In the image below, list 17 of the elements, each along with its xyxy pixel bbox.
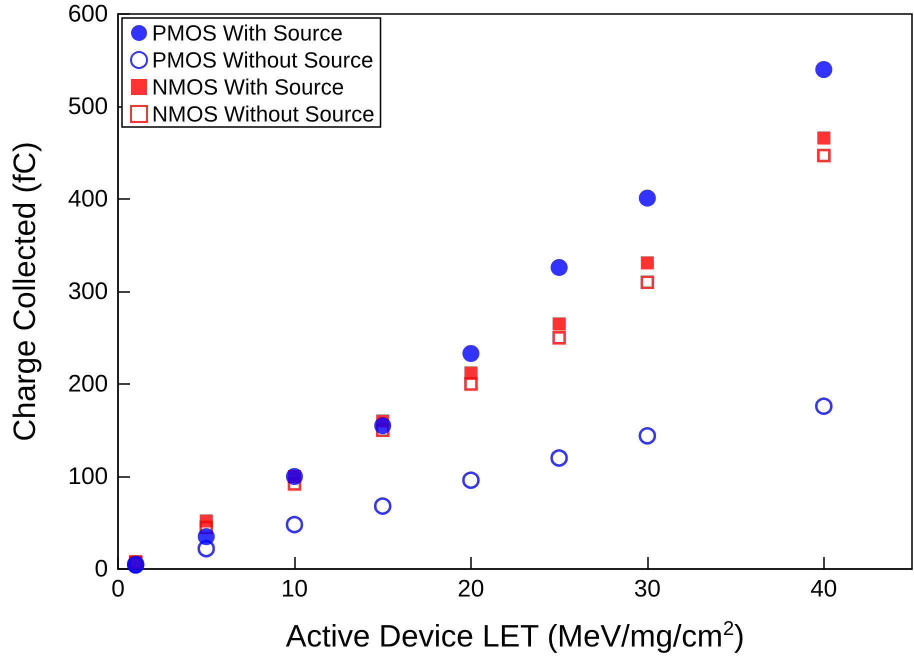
legend-label: PMOS Without Source (152, 48, 374, 72)
y-tick-label: 500 (68, 93, 108, 120)
legend-label: NMOS Without Source (152, 102, 375, 126)
y-tick-label: 100 (68, 463, 108, 490)
x-tick-label: 10 (281, 576, 308, 602)
x-tick-label: 20 (458, 576, 484, 602)
y-tick-label: 600 (68, 0, 108, 28)
y-tick-label: 400 (68, 186, 108, 212)
x-tick-label: 30 (634, 576, 661, 602)
y-tick-label: 300 (68, 278, 108, 305)
y-axis-title: Charge Collected (fC) (7, 142, 42, 442)
legend-label: NMOS With Source (152, 74, 344, 100)
x-tick-label: 40 (810, 576, 838, 602)
y-tick-label: 0 (94, 556, 108, 582)
y-tick-label: 200 (68, 370, 108, 398)
legend-label: PMOS With Source (152, 20, 343, 46)
x-tick-label: 0 (111, 576, 125, 602)
